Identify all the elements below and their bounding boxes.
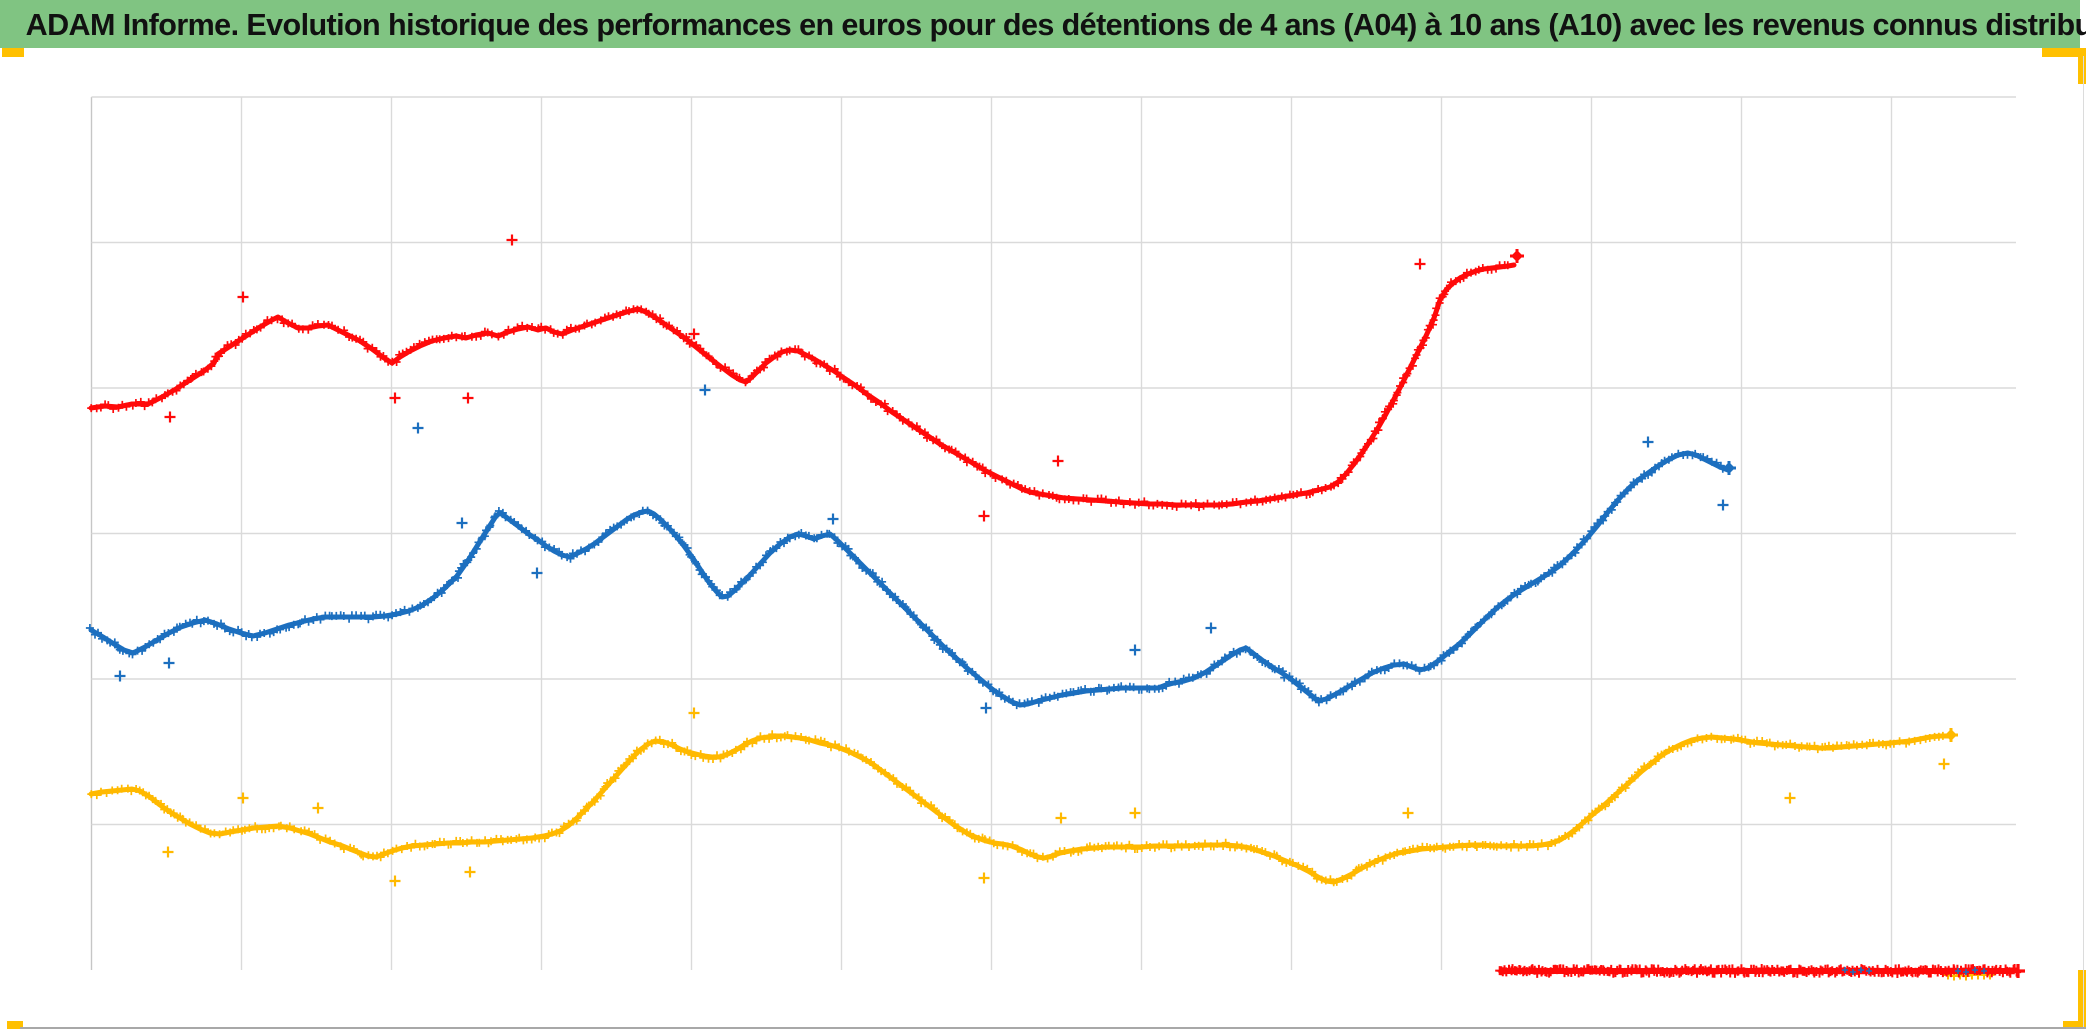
yellow-accent-bottom-left — [7, 1021, 23, 1029]
yellow-accent-top-right-corner — [2078, 48, 2086, 84]
yellow-accent-bottom-right-corner — [2078, 970, 2086, 1023]
yellow-accent-bottom-right-bar — [2063, 1021, 2086, 1029]
title-bar: ADAM Informe. Evolution historique des p… — [0, 0, 2086, 48]
bottom-divider-line — [20, 1027, 2086, 1029]
right-edge-line — [2083, 56, 2084, 1027]
yellow-accent-top-right-bar — [2042, 48, 2086, 57]
page-title: ADAM Informe. Evolution historique des p… — [25, 7, 2086, 42]
yellow-accent-top-left — [2, 48, 24, 57]
